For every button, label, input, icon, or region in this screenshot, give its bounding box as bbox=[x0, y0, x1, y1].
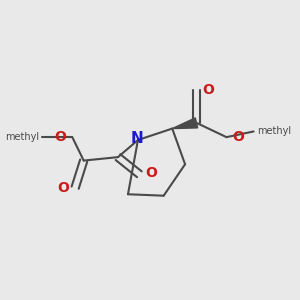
Text: O: O bbox=[57, 181, 69, 195]
Text: methyl: methyl bbox=[257, 126, 291, 136]
Text: O: O bbox=[232, 130, 244, 144]
Polygon shape bbox=[172, 118, 198, 129]
Text: methyl: methyl bbox=[5, 132, 39, 142]
Text: O: O bbox=[54, 130, 66, 144]
Text: N: N bbox=[131, 131, 143, 146]
Text: O: O bbox=[202, 83, 214, 97]
Text: O: O bbox=[146, 166, 157, 180]
